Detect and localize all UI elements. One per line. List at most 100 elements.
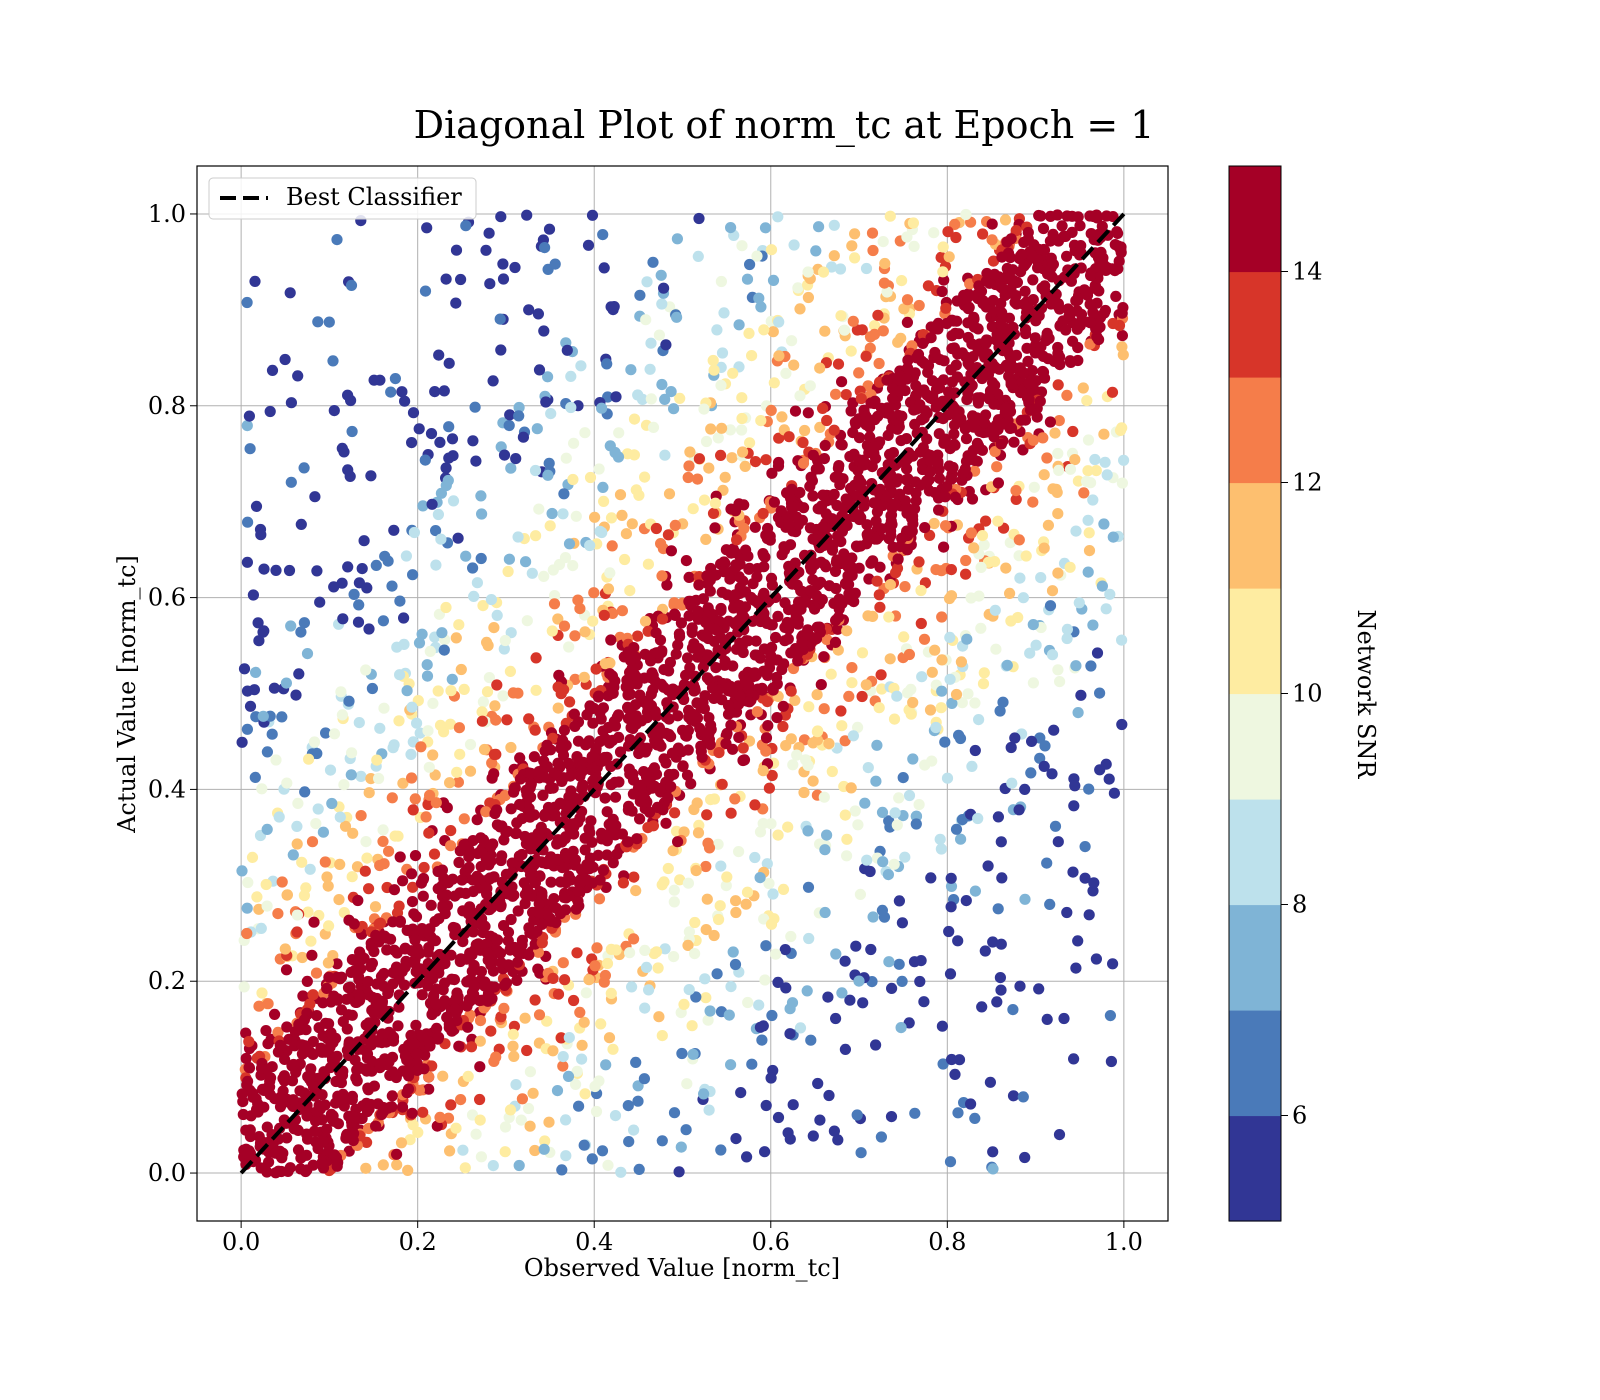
scatter-point xyxy=(409,934,421,946)
scatter-point xyxy=(359,865,371,877)
scatter-point xyxy=(924,704,937,716)
scatter-point xyxy=(749,799,761,811)
scatter-point xyxy=(708,623,721,635)
colorbar-bin xyxy=(1229,1115,1281,1222)
scatter-point xyxy=(530,652,542,664)
scatter-point xyxy=(424,645,436,658)
scatter-point xyxy=(876,683,888,695)
scatter-point xyxy=(913,299,925,312)
scatter-point xyxy=(602,391,614,403)
x-tick-label: 0.0 xyxy=(222,1228,260,1256)
scatter-point xyxy=(860,679,872,691)
scatter-point xyxy=(798,786,810,799)
scatter-point xyxy=(560,1114,572,1126)
scatter-point xyxy=(277,1072,289,1084)
scatter-point xyxy=(547,782,559,794)
scatter-point xyxy=(877,499,889,512)
plot-frame xyxy=(196,165,1169,1222)
scatter-point xyxy=(1067,866,1079,878)
scatter-point xyxy=(1068,800,1080,812)
scatter-point xyxy=(792,282,804,294)
scatter-point xyxy=(406,868,418,880)
scatter-point xyxy=(559,974,571,986)
scatter-point xyxy=(794,390,806,402)
scatter-point xyxy=(256,783,268,795)
scatter-point xyxy=(1072,935,1084,947)
scatter-point xyxy=(449,929,461,941)
scatter-point xyxy=(444,1145,456,1157)
scatter-point xyxy=(571,1065,583,1077)
scatter-point xyxy=(834,263,847,275)
scatter-point xyxy=(668,951,680,963)
scatter-point xyxy=(424,789,436,801)
scatter-point xyxy=(402,1083,415,1095)
scatter-point xyxy=(811,689,823,701)
scatter-point xyxy=(771,654,783,666)
scatter-point xyxy=(699,656,711,668)
scatter-point xyxy=(943,925,955,938)
scatter-point xyxy=(1049,427,1061,439)
scatter-point xyxy=(757,765,769,777)
scatter-point xyxy=(891,819,903,831)
scatter-point xyxy=(1116,718,1128,731)
scatter-point xyxy=(323,1018,335,1030)
scatter-point xyxy=(486,757,498,769)
scatter-point xyxy=(405,748,417,761)
scatter-point xyxy=(977,295,989,307)
scatter-point xyxy=(240,1027,252,1039)
scatter-point xyxy=(1011,298,1023,310)
scatter-point xyxy=(962,303,975,315)
scatter-point xyxy=(708,929,720,942)
scatter-point xyxy=(452,532,464,544)
scatter-point xyxy=(1100,603,1112,615)
scatter-point xyxy=(514,798,526,811)
scatter-point xyxy=(672,639,684,651)
scatter-point xyxy=(749,456,762,468)
scatter-point xyxy=(721,871,733,883)
scatter-point xyxy=(570,903,582,915)
scatter-point xyxy=(421,670,434,682)
scatter-point xyxy=(600,1059,612,1071)
scatter-point xyxy=(244,700,257,712)
scatter-point xyxy=(873,357,885,370)
scatter-point xyxy=(1101,469,1113,481)
scatter-point xyxy=(273,811,285,823)
scatter-point xyxy=(436,864,448,876)
scatter-point xyxy=(997,696,1009,708)
scatter-point xyxy=(597,229,609,241)
scatter-point xyxy=(440,273,452,285)
scatter-point xyxy=(953,1054,966,1066)
scatter-point xyxy=(1094,687,1106,699)
scatter-point xyxy=(865,397,877,409)
scatter-point xyxy=(1067,425,1079,438)
scatter-point xyxy=(385,386,397,398)
scatter-point xyxy=(812,503,824,515)
scatter-point xyxy=(1014,572,1026,584)
scatter-point xyxy=(1005,741,1017,754)
scatter-point xyxy=(1033,983,1045,995)
scatter-point xyxy=(944,968,957,980)
scatter-point xyxy=(819,844,831,856)
scatter-point xyxy=(849,228,861,240)
scatter-point xyxy=(307,989,319,1001)
scatter-point xyxy=(826,765,838,778)
scatter-point xyxy=(491,679,503,691)
scatter-point xyxy=(674,630,686,643)
scatter-point xyxy=(1010,290,1022,302)
scatter-point xyxy=(236,865,248,877)
scatter-point xyxy=(838,324,851,336)
scatter-point xyxy=(937,241,949,253)
scatter-point xyxy=(533,766,545,778)
scatter-point xyxy=(617,877,630,889)
scatter-point xyxy=(729,589,741,601)
scatter-point xyxy=(589,511,601,523)
scatter-point xyxy=(887,392,899,404)
scatter-point xyxy=(961,633,973,645)
scatter-point xyxy=(860,350,872,362)
scatter-point xyxy=(651,647,664,659)
scatter-point xyxy=(417,1106,429,1118)
scatter-point xyxy=(320,727,332,739)
scatter-point xyxy=(1098,518,1110,530)
scatter-point xyxy=(1098,428,1110,440)
scatter-point xyxy=(877,236,889,248)
